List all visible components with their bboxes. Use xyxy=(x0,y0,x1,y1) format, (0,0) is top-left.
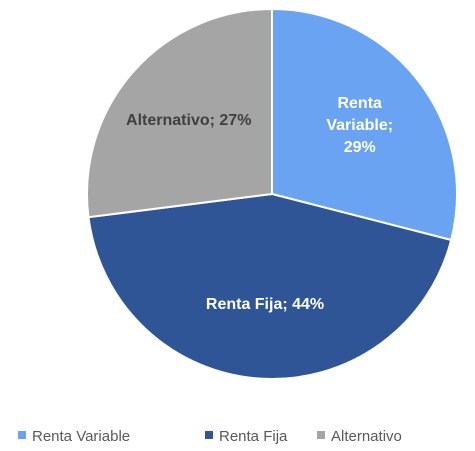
legend-swatch xyxy=(18,431,26,439)
legend-swatch xyxy=(205,431,213,439)
pie-slice xyxy=(87,192,453,380)
pie-slice xyxy=(271,7,458,242)
legend-item: Renta Fija xyxy=(205,428,287,446)
legend-item: Alternativo xyxy=(317,428,402,446)
legend-item: Renta Variable xyxy=(18,428,130,446)
legend-label: Renta Fija xyxy=(219,428,288,445)
legend-swatch xyxy=(317,431,325,439)
legend-label: Alternativo xyxy=(331,428,402,445)
data-label: Renta Variable; 29% xyxy=(326,94,394,156)
data-label: Renta Fija; 44% xyxy=(205,295,325,313)
pie-slice xyxy=(86,7,273,219)
legend-label: Renta Variable xyxy=(32,428,131,445)
data-label: Alternativo; 27% xyxy=(126,111,252,129)
